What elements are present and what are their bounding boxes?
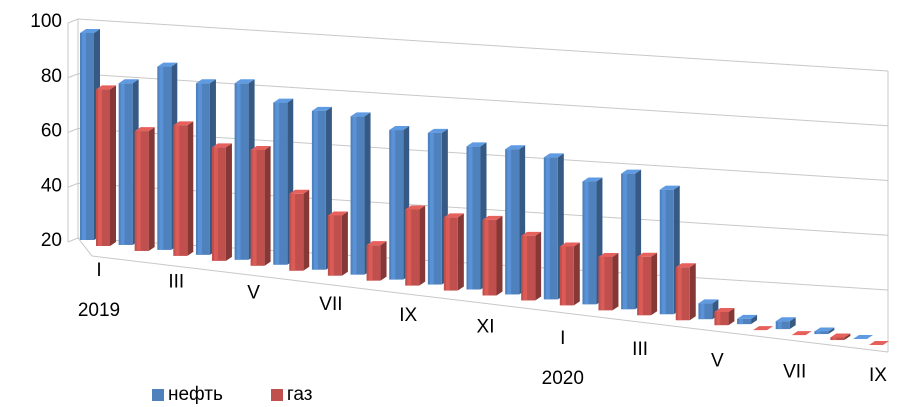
bar-gas: [791, 331, 812, 336]
gridline-side: [67, 73, 79, 79]
gridline-side: [67, 182, 79, 188]
bar-gas: [675, 263, 696, 321]
legend-label-gas: газ: [286, 384, 313, 405]
bar-gas: [173, 121, 194, 256]
x-tick-label: V: [711, 350, 724, 371]
legend: нефть газ: [152, 384, 312, 406]
legend-swatch-oil: [152, 389, 164, 401]
x-tick-label: VII: [783, 362, 806, 383]
gridline-side: [67, 128, 79, 133]
x-axis-ticks: I 2019 III V VII IX XI I 2020 III V VII IX: [78, 260, 887, 389]
legend-item-oil: нефть: [152, 384, 223, 406]
year-label: 2020: [542, 368, 584, 389]
bar-oil: [814, 327, 835, 335]
bar-gas: [327, 211, 348, 276]
bar-gas: [443, 213, 464, 291]
bar-gas: [521, 231, 542, 301]
bar-gas: [134, 127, 155, 251]
floor-front-edge: [91, 255, 889, 353]
bar-gas: [405, 205, 426, 286]
bar-oil: [582, 177, 603, 305]
bar-gas: [598, 252, 619, 311]
bar-oil: [621, 169, 642, 310]
gridline-side: [67, 18, 79, 24]
bar-oil: [775, 317, 796, 330]
gridline-side: [67, 237, 79, 243]
x-tick-label: IX: [869, 365, 887, 386]
bar-gas: [637, 252, 658, 316]
bar-gas: [250, 145, 271, 266]
bar-gas: [289, 189, 310, 271]
legend-item-gas: газ: [270, 384, 313, 406]
bar-oil: [698, 299, 719, 320]
x-tick-label: V: [247, 283, 260, 304]
bars: [80, 29, 889, 345]
bar-gas: [559, 242, 580, 306]
bar-gas: [366, 241, 387, 281]
bar-oil: [311, 106, 332, 270]
year-label: 2019: [78, 300, 120, 321]
x-tick-label: III: [632, 339, 648, 360]
y-tick-label: 100: [30, 11, 62, 32]
x-tick-label: III: [168, 271, 184, 292]
bar-oil: [350, 112, 371, 275]
bar-gas: [869, 341, 889, 345]
y-axis-ticks: 20 40 60 80 100: [30, 11, 62, 251]
x-tick-label: VII: [319, 294, 342, 315]
bar-gas: [482, 215, 503, 296]
y-tick-label: 80: [41, 66, 62, 87]
bar-oil: [273, 98, 294, 265]
y-tick-label: 20: [41, 230, 62, 251]
bar-gas: [211, 143, 232, 261]
gridline: [77, 18, 889, 72]
y-tick-label: 60: [41, 121, 62, 142]
bar-gas: [830, 333, 851, 341]
bar-gas: [96, 85, 116, 246]
bar-oil: [737, 314, 758, 325]
bar-gas: [753, 326, 774, 331]
x-tick-label: IX: [399, 305, 417, 326]
x-tick-label: XI: [477, 317, 495, 338]
x-tick-label: I: [560, 328, 565, 349]
bar-gas: [714, 307, 735, 326]
x-tick-label: I: [96, 260, 101, 281]
bar-oil: [659, 185, 680, 315]
y-tick-label: 40: [41, 175, 62, 196]
floor-edge: [77, 237, 93, 257]
legend-label-oil: нефть: [168, 384, 223, 405]
legend-swatch-gas: [270, 389, 283, 401]
bar-oil: [853, 335, 873, 339]
